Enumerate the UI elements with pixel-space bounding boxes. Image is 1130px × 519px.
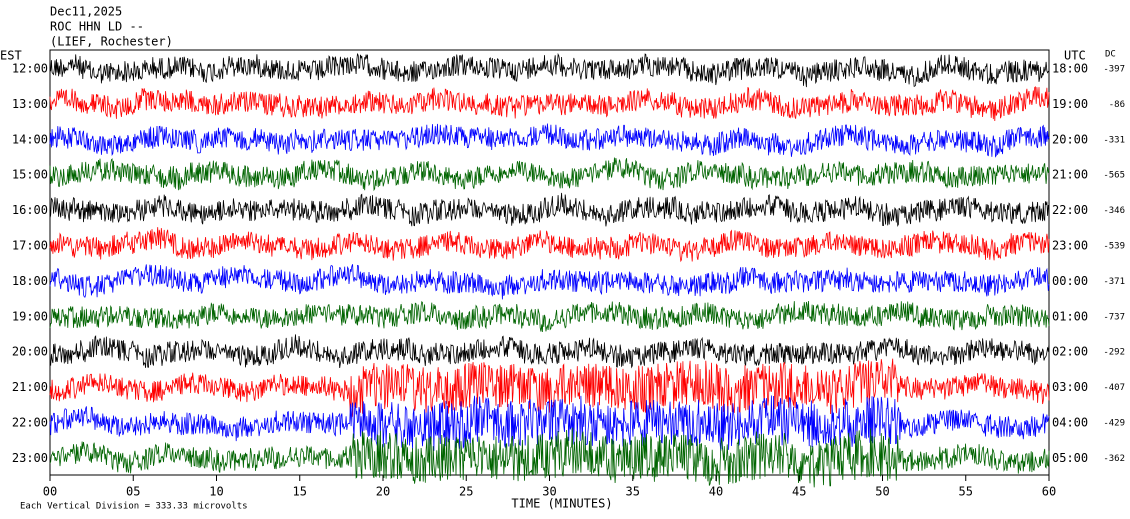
- trace: [49, 264, 1050, 300]
- utc-label: 23:00: [1052, 239, 1088, 253]
- dc-value: -331: [1103, 135, 1125, 145]
- dc-value: -362: [1103, 454, 1125, 464]
- trace: [49, 300, 1050, 333]
- est-label: 17:00: [12, 239, 48, 253]
- title-line: ROC HHN LD --: [50, 20, 144, 34]
- right-axis-title: UTC: [1064, 49, 1086, 63]
- utc-label: 22:00: [1052, 203, 1088, 217]
- utc-label: 05:00: [1052, 451, 1088, 465]
- dc-value: -407: [1103, 383, 1125, 393]
- est-label: 14:00: [12, 132, 48, 146]
- dc-value: -539: [1103, 242, 1125, 252]
- left-axis-title: EST: [0, 49, 22, 63]
- est-label: 16:00: [12, 203, 48, 217]
- utc-label: 03:00: [1052, 380, 1088, 394]
- x-tick-label: 55: [959, 485, 973, 499]
- title-line: (LIEF, Rochester): [50, 35, 173, 49]
- utc-label: 02:00: [1052, 345, 1088, 359]
- dc-value: -86: [1109, 100, 1125, 110]
- trace: [49, 192, 1050, 227]
- est-label: 21:00: [12, 380, 48, 394]
- trace: [49, 358, 1050, 417]
- dc-value: -346: [1103, 206, 1125, 216]
- est-label: 22:00: [12, 416, 48, 430]
- traces: [49, 52, 1050, 488]
- x-tick-label: 30: [542, 485, 556, 499]
- est-label: 15:00: [12, 168, 48, 182]
- est-label: 18:00: [12, 274, 48, 288]
- trace: [49, 427, 1050, 488]
- dc-title: DC: [1105, 50, 1116, 60]
- x-tick-label: 45: [792, 485, 806, 499]
- utc-label: 04:00: [1052, 416, 1088, 430]
- est-label: 19:00: [12, 309, 48, 323]
- trace: [49, 395, 1050, 451]
- utc-label: 20:00: [1052, 132, 1088, 146]
- trace: [49, 334, 1050, 369]
- dc-value: -737: [1103, 312, 1125, 322]
- footnote: Each Vertical Division = 333.33 microvol…: [20, 502, 248, 512]
- trace: [49, 52, 1050, 88]
- est-label: 23:00: [12, 451, 48, 465]
- utc-label: 21:00: [1052, 168, 1088, 182]
- x-axis-title: TIME (MINUTES): [511, 497, 612, 511]
- title-line: Dec11,2025: [50, 5, 122, 19]
- x-tick-label: 05: [126, 485, 140, 499]
- dc-value: -429: [1103, 419, 1125, 429]
- trace: [49, 86, 1050, 122]
- x-tick-label: 15: [293, 485, 307, 499]
- trace: [49, 123, 1050, 158]
- x-tick-label: 60: [1042, 485, 1056, 499]
- est-label: 13:00: [12, 97, 48, 111]
- x-tick-label: 20: [376, 485, 390, 499]
- est-label: 20:00: [12, 345, 48, 359]
- trace: [49, 157, 1050, 192]
- dc-value: -565: [1103, 171, 1125, 181]
- utc-label: 00:00: [1052, 274, 1088, 288]
- est-label: 12:00: [12, 62, 48, 76]
- trace: [49, 227, 1050, 263]
- utc-label: 01:00: [1052, 309, 1088, 323]
- x-tick-label: 25: [459, 485, 473, 499]
- x-tick-label: 40: [709, 485, 723, 499]
- dc-value: -371: [1103, 277, 1125, 287]
- dc-value: -397: [1103, 65, 1125, 75]
- utc-label: 19:00: [1052, 97, 1088, 111]
- x-tick-label: 35: [626, 485, 640, 499]
- utc-label: 18:00: [1052, 62, 1088, 76]
- dc-value: -292: [1103, 348, 1125, 358]
- x-tick-label: 10: [209, 485, 223, 499]
- x-tick-label: 00: [43, 485, 57, 499]
- x-tick-label: 50: [875, 485, 889, 499]
